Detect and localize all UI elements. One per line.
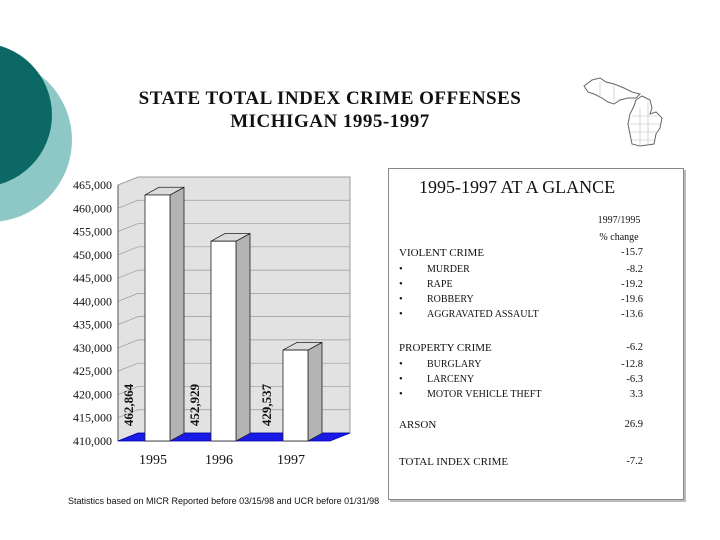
bar-value-label: 452,929 <box>187 383 202 426</box>
row-percent-change: -6.2 <box>626 342 643 353</box>
y-gridline <box>117 386 350 395</box>
y-gridline <box>117 246 350 256</box>
row-percent-change: -15.7 <box>621 247 643 258</box>
y-gridline <box>117 339 350 349</box>
row-percent-change: -19.2 <box>621 279 643 290</box>
glance-category-row: VIOLENT CRIME -15.7 <box>389 247 683 263</box>
y-tick-label: 440,000 <box>73 294 112 308</box>
y-gridline <box>117 293 350 302</box>
at-a-glance-panel: 1995-1997 AT A GLANCE 1997/1995 % change… <box>388 168 684 500</box>
y-gridline <box>117 409 350 419</box>
glance-subcategory-row: • RAPE -19.2 <box>389 279 683 295</box>
glance-title: 1995-1997 AT A GLANCE <box>419 177 616 197</box>
row-label: RAPE <box>427 279 453 290</box>
y-tick-label: 435,000 <box>73 318 112 332</box>
y-gridline <box>117 223 350 232</box>
row-label: MURDER <box>427 264 470 275</box>
y-tick-label: 465,000 <box>73 178 112 192</box>
glance-category-row: TOTAL INDEX CRIME -7.2 <box>389 456 683 472</box>
bullet: • <box>399 309 403 320</box>
footnote: Statistics based on MICR Reported before… <box>68 496 380 506</box>
y-gridline <box>117 269 350 279</box>
row-percent-change: -6.3 <box>626 374 643 385</box>
glance-subcategory-row: • LARCENY -6.3 <box>389 374 683 390</box>
row-percent-change: 3.3 <box>629 389 643 400</box>
y-tick-label: 420,000 <box>73 387 112 401</box>
row-label: ARSON <box>399 419 437 431</box>
county-lines <box>599 82 660 146</box>
y-tick-label: 450,000 <box>73 248 112 262</box>
bullet: • <box>399 294 403 305</box>
bullet: • <box>399 389 403 400</box>
glance-header-line2: % change <box>599 232 639 243</box>
dark-teal-circle <box>0 45 52 185</box>
y-gridline <box>117 199 350 209</box>
y-tick-label: 455,000 <box>73 225 112 239</box>
row-percent-change: -19.6 <box>621 294 643 305</box>
lower-peninsula-outline <box>627 95 663 147</box>
x-category-label: 1996 <box>205 453 233 468</box>
bullet: • <box>399 264 403 275</box>
bar-value-label: 429,537 <box>259 383 274 426</box>
glance-category-row: ARSON 26.9 <box>389 419 683 435</box>
y-gridline <box>117 316 350 325</box>
row-percent-change: -13.6 <box>621 309 643 320</box>
bar <box>144 194 171 442</box>
chart-title-line2: MICHIGAN 1995-1997 <box>230 111 430 132</box>
y-gridline <box>117 176 350 186</box>
michigan-map-icon <box>583 77 663 147</box>
bullet: • <box>399 359 403 370</box>
bar-chart: 410,000 415,000 420,000 425,000 430,000 435,0… <box>73 176 351 468</box>
row-label: BURGLARY <box>427 359 482 370</box>
row-label: LARCENY <box>427 374 475 385</box>
glance-subcategory-row: • MOTOR VEHICLE THEFT 3.3 <box>389 389 683 405</box>
y-tick-label: 430,000 <box>73 341 112 355</box>
glance-category-row: PROPERTY CRIME -6.2 <box>389 342 683 358</box>
glance-header-line1: 1997/1995 <box>597 215 641 226</box>
bar <box>210 240 237 442</box>
x-category-label: 1997 <box>277 453 305 468</box>
row-percent-change: -7.2 <box>626 456 643 467</box>
bar-side <box>307 341 323 442</box>
x-category-label: 1995 <box>139 453 167 468</box>
row-label: AGGRAVATED ASSAULT <box>427 309 539 320</box>
glance-subcategory-row: • BURGLARY -12.8 <box>389 359 683 375</box>
y-tick-label: 460,000 <box>73 201 112 215</box>
row-label: VIOLENT CRIME <box>399 247 485 259</box>
bar-value-label: 462,864 <box>121 383 136 426</box>
glance-subcategory-row: • MURDER -8.2 <box>389 264 683 280</box>
bar-side <box>169 186 185 442</box>
row-percent-change: -12.8 <box>621 359 643 370</box>
glance-subcategory-row: • ROBBERY -19.6 <box>389 294 683 310</box>
y-tick-label: 415,000 <box>73 411 112 425</box>
upper-peninsula-outline <box>583 77 641 105</box>
chart-title-line1: STATE TOTAL INDEX CRIME OFFENSES <box>138 88 522 109</box>
y-tick-label: 410,000 <box>73 434 112 448</box>
row-label: TOTAL INDEX CRIME <box>399 456 509 468</box>
row-percent-change: 26.9 <box>624 419 643 430</box>
y-tick-label: 425,000 <box>73 364 112 378</box>
y-gridline <box>117 362 350 372</box>
row-label: MOTOR VEHICLE THEFT <box>427 389 542 400</box>
bar-side <box>235 232 251 442</box>
glance-subcategory-row: • AGGRAVATED ASSAULT -13.6 <box>389 309 683 325</box>
decorative-circles <box>0 45 72 222</box>
y-tick-label: 445,000 <box>73 271 112 285</box>
row-percent-change: -8.2 <box>626 264 643 275</box>
row-label: PROPERTY CRIME <box>399 342 492 354</box>
bar <box>282 349 309 442</box>
row-label: ROBBERY <box>427 294 474 305</box>
bullet: • <box>399 279 403 290</box>
bullet: • <box>399 374 403 385</box>
